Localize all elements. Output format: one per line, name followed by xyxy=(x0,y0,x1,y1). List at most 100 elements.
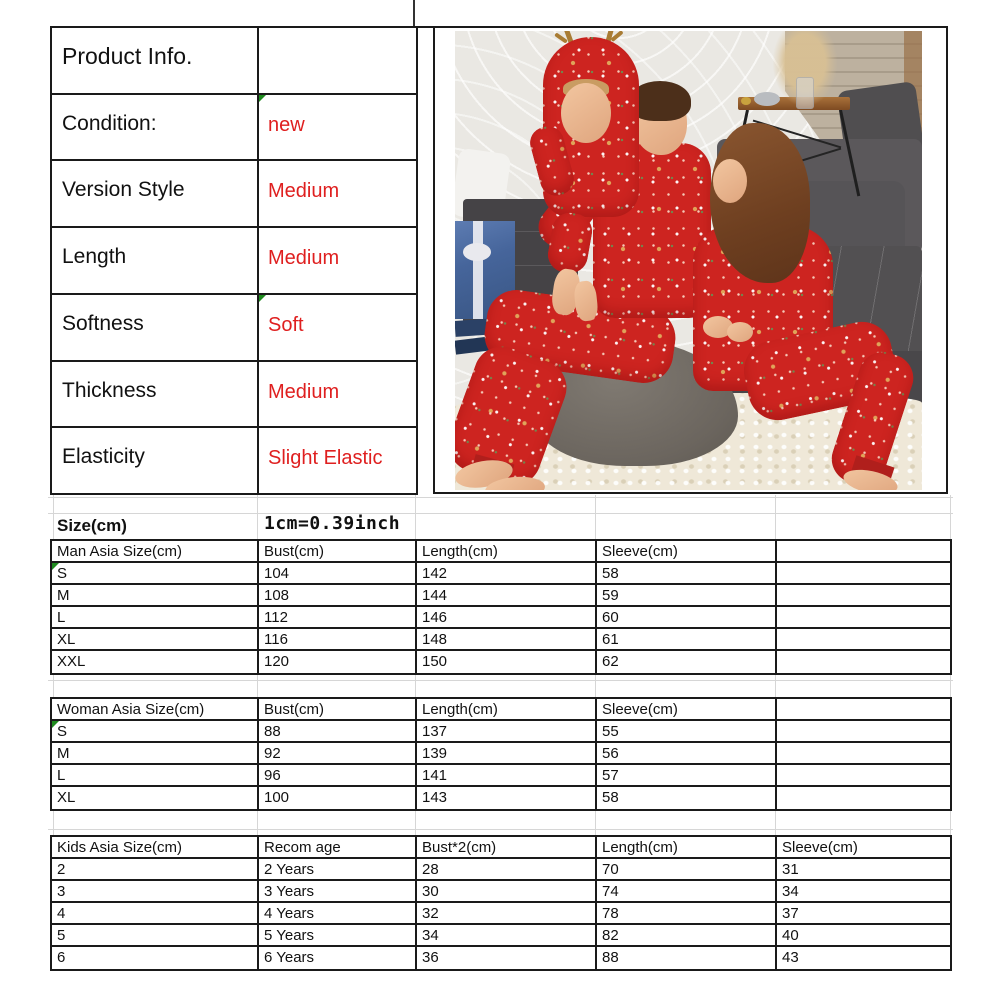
product-row: Elasticity Slight Elastic xyxy=(52,428,416,494)
man-cell xyxy=(777,651,950,673)
product-row-label: Thickness xyxy=(52,361,259,427)
man-row: S 104 142 58 xyxy=(52,563,950,585)
man-cell xyxy=(777,629,950,649)
woman-cell xyxy=(777,765,950,785)
woman-face xyxy=(713,159,747,203)
kids-cell: 37 xyxy=(782,905,799,922)
woman-row: XL 100 143 58 xyxy=(52,787,950,809)
woman-cell: L xyxy=(52,765,259,785)
man-cell: 120 xyxy=(259,651,417,673)
product-row: Condition: new xyxy=(52,94,416,162)
man-cell: 60 xyxy=(597,607,777,627)
gift-bow xyxy=(463,243,491,261)
man-row: XXL 120 150 62 xyxy=(52,651,950,673)
kids-header-cell: Length(cm) xyxy=(597,837,777,857)
kids-cell: 78 xyxy=(597,903,777,923)
man-cell: 59 xyxy=(597,585,777,605)
woman-cell: 137 xyxy=(417,721,597,741)
woman-row: L 96 141 57 xyxy=(52,765,950,787)
woman-header-cell: Sleeve(cm) xyxy=(597,699,777,719)
man-header-cell: Bust(cm) xyxy=(259,541,417,561)
woman-size-table: Woman Asia Size(cm) Bust(cm) Length(cm) Sle… xyxy=(50,697,952,811)
kids-header-cell: Recom age xyxy=(259,837,417,857)
table-decor xyxy=(741,97,751,105)
product-row: Version Style Medium xyxy=(52,161,416,229)
size-chart-title: Size(cm) xyxy=(57,516,127,535)
man-size-table: Man Asia Size(cm) Bust(cm) Length(cm) Sleev… xyxy=(50,539,952,675)
kids-cell: 34 xyxy=(417,925,597,945)
man-cell: 62 xyxy=(597,651,777,673)
woman-hair xyxy=(710,123,810,283)
kids-cell: 82 xyxy=(597,925,777,945)
woman-cell: 92 xyxy=(259,743,417,763)
man-cell: 58 xyxy=(597,563,777,583)
product-photo xyxy=(455,31,922,490)
woman-cell: S xyxy=(52,721,259,741)
kids-size-table: Kids Asia Size(cm) Recom age Bust*2(cm) Len… xyxy=(50,835,952,971)
man-row: XL 116 148 61 xyxy=(52,629,950,651)
kids-cell: 6 Years xyxy=(259,947,417,969)
man-cell: 142 xyxy=(417,563,597,583)
man-cell: M xyxy=(52,585,259,605)
kids-header-cell: Sleeve(cm) xyxy=(782,839,858,856)
woman-cell: 57 xyxy=(597,765,777,785)
woman-cell: 141 xyxy=(417,765,597,785)
product-row-value: Slight Elastic xyxy=(268,447,383,470)
man-row: L 112 146 60 xyxy=(52,607,950,629)
kids-cell: 6 xyxy=(52,947,259,969)
man-hair xyxy=(629,81,691,121)
man-row: M 108 144 59 xyxy=(52,585,950,607)
man-cell xyxy=(777,563,950,583)
man-cell: XL xyxy=(52,629,259,649)
grid-hline xyxy=(48,497,953,498)
product-row-label: Length xyxy=(52,228,259,293)
grid-hline xyxy=(48,829,953,830)
product-row-value: new xyxy=(259,94,416,160)
woman-cell xyxy=(777,721,950,741)
woman-cell: 58 xyxy=(597,787,777,809)
man-cell: 150 xyxy=(417,651,597,673)
woman-header-cell xyxy=(777,699,950,719)
woman-row: S 88 137 55 xyxy=(52,721,950,743)
kids-cell: 5 Years xyxy=(259,925,417,945)
kids-cell: 34 xyxy=(782,883,799,900)
product-row-value: Medium xyxy=(268,247,340,270)
grid-hline xyxy=(48,680,953,681)
woman-cell xyxy=(777,787,950,809)
man-cell xyxy=(777,607,950,627)
man-cell: 108 xyxy=(259,585,417,605)
man-header-row: Man Asia Size(cm) Bust(cm) Length(cm) Sleev… xyxy=(52,541,950,563)
product-title: Product Info. xyxy=(52,28,259,93)
kids-cell: 43 xyxy=(782,949,799,966)
product-row-label: Condition: xyxy=(52,94,259,160)
kids-cell: 28 xyxy=(417,859,597,879)
man-header-cell: Length(cm) xyxy=(417,541,597,561)
product-row-label: Softness xyxy=(52,294,259,360)
man-cell: 146 xyxy=(417,607,597,627)
grid-hline xyxy=(48,513,953,514)
woman-cell: 143 xyxy=(417,787,597,809)
man-cell: XXL xyxy=(52,651,259,673)
kids-cell: 40 xyxy=(782,927,799,944)
gift-ribbon xyxy=(473,221,483,319)
woman-cell: M xyxy=(52,743,259,763)
kids-cell: 32 xyxy=(417,903,597,923)
child-face xyxy=(561,83,611,143)
kids-cell: 4 Years xyxy=(259,903,417,923)
man-cell xyxy=(777,585,950,605)
table-decor xyxy=(754,92,780,106)
woman-cell: 55 xyxy=(597,721,777,741)
man-cell: S xyxy=(52,563,259,583)
man-header-cell: Man Asia Size(cm) xyxy=(52,541,259,561)
kids-cell: 5 xyxy=(52,925,259,945)
product-row-value: Soft xyxy=(259,294,416,360)
kids-cell: 2 Years xyxy=(259,859,417,879)
woman-header-cell: Woman Asia Size(cm) xyxy=(52,699,259,719)
man-cell: 144 xyxy=(417,585,597,605)
man-cell: 61 xyxy=(597,629,777,649)
